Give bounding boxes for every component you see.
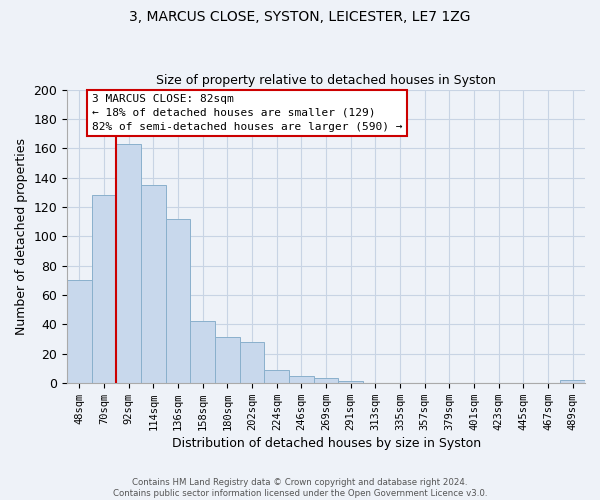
- Bar: [67, 280, 92, 383]
- Bar: [190, 321, 215, 383]
- Bar: [166, 218, 190, 383]
- Bar: [314, 378, 338, 383]
- Text: Contains HM Land Registry data © Crown copyright and database right 2024.
Contai: Contains HM Land Registry data © Crown c…: [113, 478, 487, 498]
- Title: Size of property relative to detached houses in Syston: Size of property relative to detached ho…: [156, 74, 496, 87]
- Bar: [240, 342, 265, 383]
- Bar: [141, 185, 166, 383]
- Bar: [265, 370, 289, 383]
- Bar: [338, 382, 363, 383]
- X-axis label: Distribution of detached houses by size in Syston: Distribution of detached houses by size …: [172, 437, 481, 450]
- Bar: [560, 380, 585, 383]
- Text: 3 MARCUS CLOSE: 82sqm
← 18% of detached houses are smaller (129)
82% of semi-det: 3 MARCUS CLOSE: 82sqm ← 18% of detached …: [92, 94, 403, 132]
- Bar: [116, 144, 141, 383]
- Bar: [215, 338, 240, 383]
- Y-axis label: Number of detached properties: Number of detached properties: [15, 138, 28, 334]
- Bar: [92, 195, 116, 383]
- Text: 3, MARCUS CLOSE, SYSTON, LEICESTER, LE7 1ZG: 3, MARCUS CLOSE, SYSTON, LEICESTER, LE7 …: [129, 10, 471, 24]
- Bar: [289, 376, 314, 383]
